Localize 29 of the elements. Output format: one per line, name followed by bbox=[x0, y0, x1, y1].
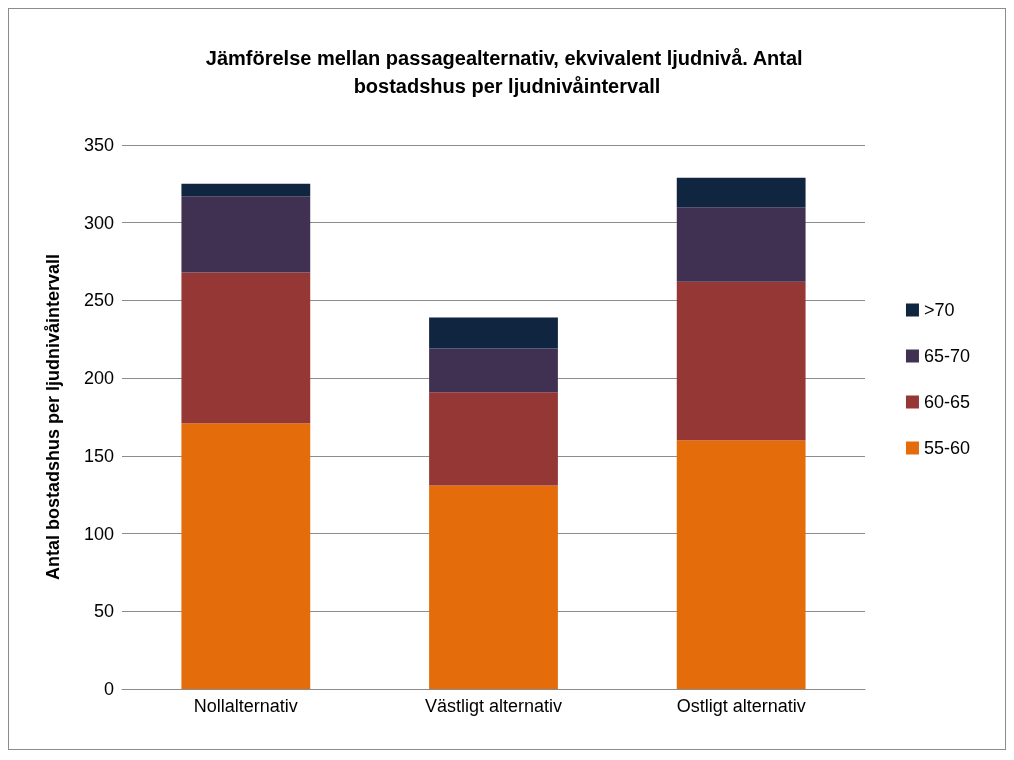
bar bbox=[429, 348, 558, 393]
y-tick-label: 300 bbox=[83, 212, 114, 233]
legend-label: 65-70 bbox=[923, 346, 971, 366]
bar bbox=[181, 196, 311, 273]
x-tick-label: Nollalternativ bbox=[193, 696, 298, 716]
y-tick-label: 50 bbox=[93, 601, 114, 622]
legend-label: >70 bbox=[923, 300, 955, 320]
bar bbox=[429, 392, 558, 486]
y-tick-label: 150 bbox=[83, 445, 114, 466]
legend-label: 60-65 bbox=[923, 392, 971, 412]
legend-label: 55-60 bbox=[923, 438, 971, 458]
bar bbox=[676, 440, 806, 689]
y-tick-label: 250 bbox=[83, 290, 114, 311]
bar bbox=[181, 272, 311, 424]
x-tick-label: Västligt alternativ bbox=[424, 696, 563, 716]
bar bbox=[181, 183, 311, 197]
y-tick-label: 0 bbox=[103, 679, 114, 699]
y-tick-label: 350 bbox=[83, 135, 114, 155]
bar bbox=[676, 207, 806, 282]
bar bbox=[181, 423, 311, 689]
bar bbox=[676, 177, 806, 208]
x-tick-label: Ostligt alternativ bbox=[676, 696, 806, 716]
y-tick-label: 100 bbox=[83, 523, 114, 544]
chart-title: Jämförelse mellan passagealternativ, ekvivalent ljudnivå. Antal bostadshus per ljudnivåintervall bbox=[205, 47, 809, 97]
bar bbox=[676, 281, 806, 441]
bar bbox=[429, 485, 558, 689]
bar bbox=[429, 317, 558, 349]
y-axis-title: Antal bostadshus per ljudnivåintervall bbox=[43, 253, 63, 581]
y-tick-label: 200 bbox=[83, 368, 114, 389]
